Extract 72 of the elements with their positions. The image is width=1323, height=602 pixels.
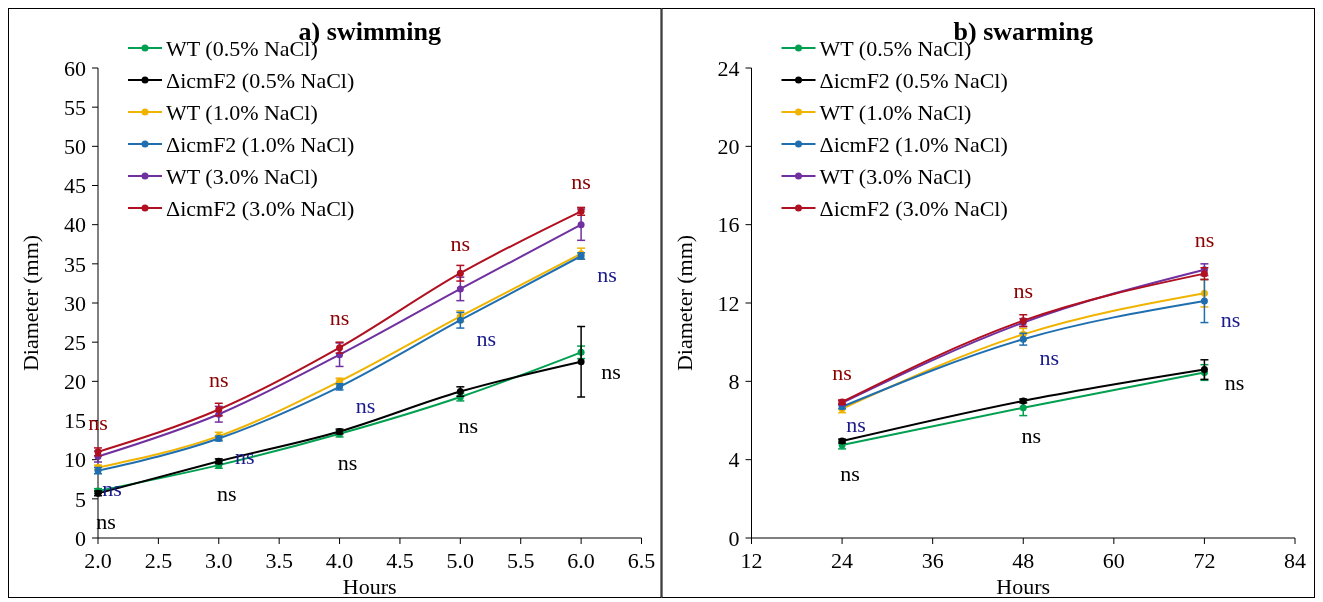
annotation: ns xyxy=(832,359,852,385)
x-tick-label: 5.0 xyxy=(446,548,475,573)
x-tick-label: 72 xyxy=(1193,548,1216,573)
legend-label: ΔicmF2 (3.0% NaCl) xyxy=(819,195,1008,221)
annotation: ns xyxy=(597,261,617,287)
annotation: ns xyxy=(88,409,108,435)
x-axis-title: Hours xyxy=(996,574,1051,599)
legend-label: ΔicmF2 (0.5% NaCl) xyxy=(166,67,355,93)
legend-label: WT (3.0% NaCl) xyxy=(166,163,318,189)
x-tick-label: 3.5 xyxy=(265,548,293,573)
legend-label: ΔicmF2 (3.0% NaCl) xyxy=(166,195,355,221)
annotation: ns xyxy=(840,460,860,486)
x-tick-label: 24 xyxy=(831,548,854,573)
annotation: ns xyxy=(458,412,479,438)
x-tick-label: 6.5 xyxy=(627,548,656,573)
y-tick-label: 24 xyxy=(717,55,740,81)
y-tick-label: 25 xyxy=(64,329,86,355)
annotation: ns xyxy=(96,509,116,535)
y-tick-label: 40 xyxy=(64,212,86,238)
annotation: ns xyxy=(1194,227,1215,253)
y-tick-label: 0 xyxy=(75,525,86,551)
legend-label: WT (3.0% NaCl) xyxy=(819,163,972,189)
x-tick-label: 4.5 xyxy=(386,548,414,573)
y-axis-title: Diameter (mm) xyxy=(671,234,697,372)
y-tick-label: 35 xyxy=(64,251,86,277)
y-tick-label: 10 xyxy=(64,447,86,473)
y-tick-label: 20 xyxy=(64,369,86,395)
y-axis-title: Diameter (mm) xyxy=(18,234,43,372)
y-tick-label: 30 xyxy=(64,290,86,316)
annotation: ns xyxy=(355,392,376,418)
legend-label: ΔicmF2 (1.0% NaCl) xyxy=(166,131,355,157)
y-tick-label: 50 xyxy=(64,134,86,160)
x-axis-title: Hours xyxy=(342,574,397,599)
x-tick-label: 2.0 xyxy=(84,548,112,573)
legend-label: ΔicmF2 (0.5% NaCl) xyxy=(819,67,1008,93)
annotation: ns xyxy=(337,449,358,475)
annotation: ns xyxy=(601,359,621,385)
y-tick-label: 16 xyxy=(717,212,740,238)
annotation: ns xyxy=(846,412,866,438)
x-tick-label: 84 xyxy=(1284,548,1306,573)
y-tick-label: 15 xyxy=(64,408,86,434)
annotation: ns xyxy=(571,169,591,195)
annotation: ns xyxy=(1021,423,1042,449)
x-tick-label: 36 xyxy=(921,548,944,573)
annotation: ns xyxy=(1013,278,1034,304)
annotation: ns xyxy=(329,305,350,331)
x-tick-label: 48 xyxy=(1012,548,1035,573)
y-tick-label: 55 xyxy=(64,94,86,120)
y-tick-label: 4 xyxy=(728,447,740,473)
x-tick-label: 5.5 xyxy=(506,548,535,573)
x-tick-label: 4.0 xyxy=(325,548,354,573)
annotation: ns xyxy=(209,367,229,393)
x-tick-label: 2.5 xyxy=(144,548,173,573)
y-tick-label: 60 xyxy=(64,55,86,81)
y-tick-label: 20 xyxy=(717,134,740,160)
x-tick-label: 60 xyxy=(1102,548,1125,573)
annotation: ns xyxy=(1039,344,1060,370)
y-tick-label: 12 xyxy=(717,290,740,316)
legend-label: WT (1.0% NaCl) xyxy=(819,99,972,125)
y-tick-label: 45 xyxy=(64,173,86,199)
legend-label: ΔicmF2 (1.0% NaCl) xyxy=(819,131,1008,157)
annotation: ns xyxy=(217,480,237,506)
y-tick-label: 5 xyxy=(75,486,86,512)
y-tick-label: 8 xyxy=(728,369,740,395)
annotation: ns xyxy=(1224,370,1245,396)
annotation: ns xyxy=(450,230,471,256)
legend-label: WT (1.0% NaCl) xyxy=(166,99,318,125)
x-tick-label: 3.0 xyxy=(205,548,233,573)
annotation: ns xyxy=(476,325,497,351)
annotation: ns xyxy=(1220,306,1241,332)
y-tick-label: 0 xyxy=(728,525,740,551)
x-tick-label: 6.0 xyxy=(567,548,595,573)
